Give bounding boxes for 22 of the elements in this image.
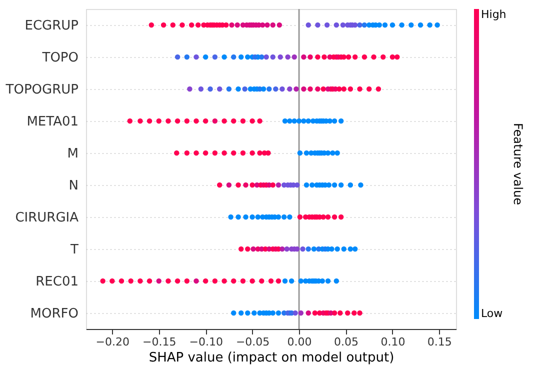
x-tick-label: −0.15 [142,336,176,348]
y-tick-label: META01 [26,114,78,130]
y-tick-label: MORFO [30,306,78,322]
x-tick-label: −0.20 [96,336,130,348]
color-bar-label: Low [481,307,503,320]
x-tick-label: 0.10 [380,336,406,348]
x-axis-title: SHAP value (impact on model output) [148,350,394,366]
y-tick-label: TOPO [41,50,78,66]
y-tick-label: CIRURGIA [15,210,79,226]
x-tick-label: 0.15 [427,336,452,348]
y-tick-label: N [68,178,78,194]
color-bar-title: Feature value [511,123,525,205]
y-tick-label: REC01 [36,274,78,290]
y-tick-label: TOPOGRUP [4,82,79,98]
x-tick-label: −0.05 [236,336,270,348]
x-tick-label: 0.00 [287,336,312,348]
y-tick-label: M [67,146,78,162]
y-tick-label: ECGRUP [24,18,79,34]
y-tick-label: T [70,242,79,258]
color-bar-label: High [481,8,506,21]
x-tick-label: 0.05 [334,336,358,348]
x-tick-label: −0.10 [189,336,223,348]
